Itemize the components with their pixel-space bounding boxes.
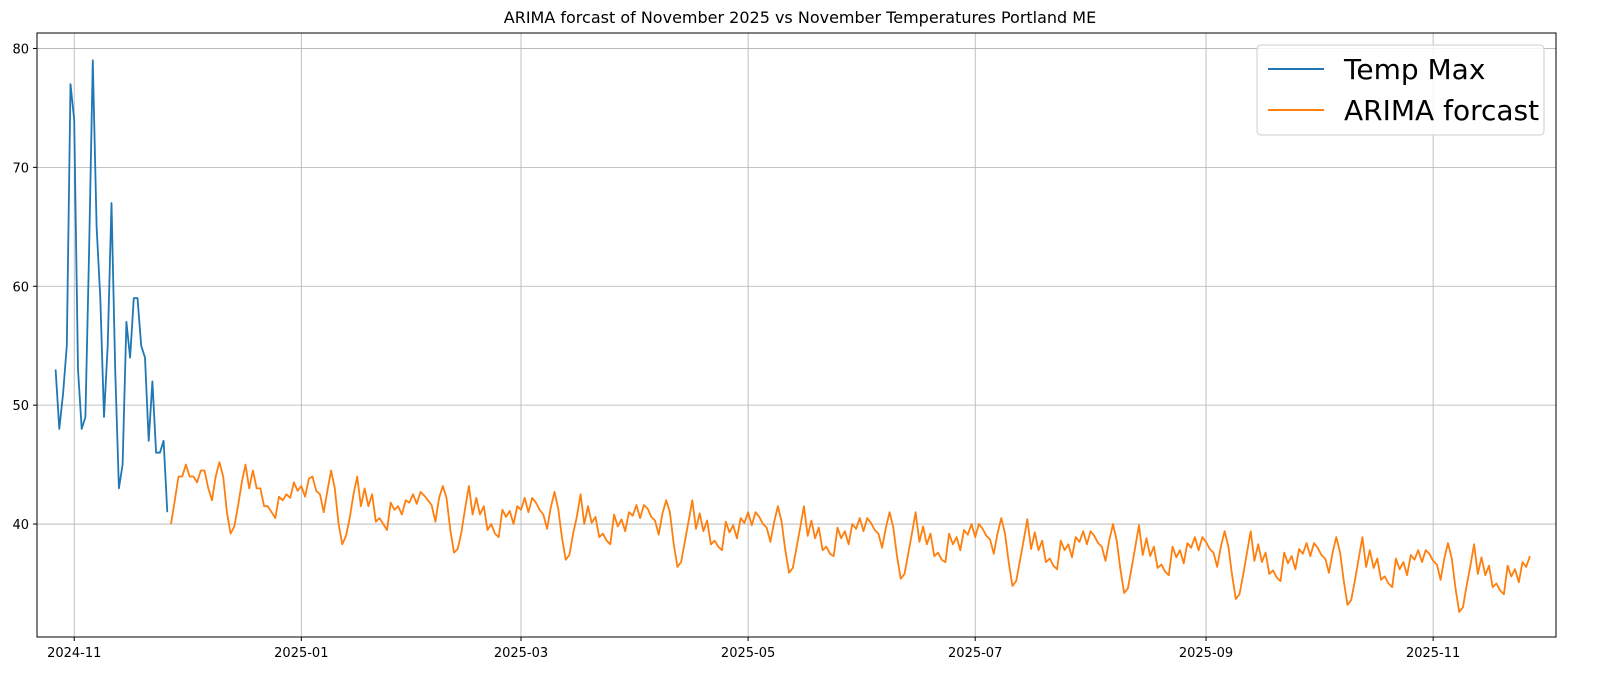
x-tick-label: 2025-05 — [721, 646, 775, 661]
series-line-1 — [54, 59, 169, 513]
series-line-2 — [170, 461, 1531, 613]
x-tick-label: 2025-03 — [494, 646, 548, 661]
chart-title: ARIMA forcast of November 2025 vs Novemb… — [504, 8, 1096, 27]
plot-area — [36, 32, 1557, 638]
legend-label: ARIMA forcast — [1344, 94, 1539, 127]
legend-box — [1256, 44, 1545, 136]
x-tick-label: 2025-07 — [948, 646, 1002, 661]
x-tick-label: 2025-11 — [1406, 646, 1460, 661]
x-tick-label: 2025-01 — [274, 646, 328, 661]
x-tick-label: 2024-11 — [47, 646, 101, 661]
legend: Temp Max ARIMA forcast — [1256, 44, 1545, 136]
y-tick-label: 80 — [12, 42, 29, 57]
y-tick-label: 50 — [12, 399, 29, 414]
y-tick-label: 40 — [12, 518, 29, 533]
axis-ticks: 2024-11 2025-01 2025-03 2025-05 2025-07 2025-… — [12, 42, 1460, 661]
y-tick-label: 70 — [12, 161, 29, 176]
series-lines — [54, 59, 1531, 613]
x-tick-label: 2025-09 — [1179, 646, 1233, 661]
legend-label: Temp Max — [1343, 53, 1485, 86]
y-tick-label: 60 — [12, 280, 29, 295]
